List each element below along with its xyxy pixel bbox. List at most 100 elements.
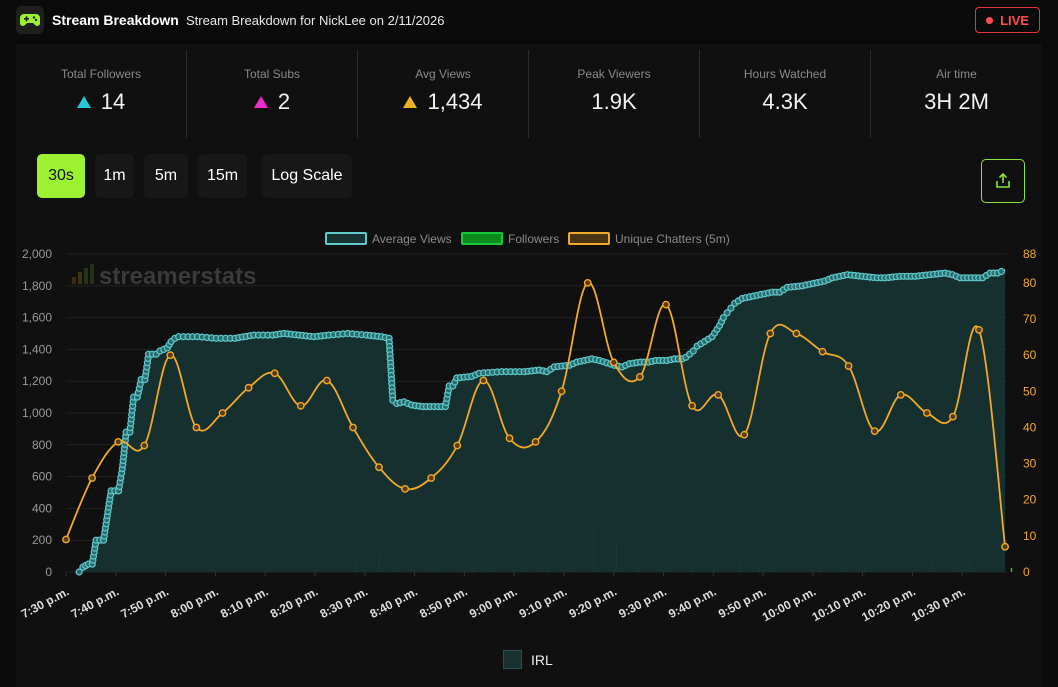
unique-chatters-point [766,329,775,338]
unique-chatters-point [609,358,618,367]
unique-chatters-point [923,409,931,417]
log-scale-button[interactable]: Log Scale [262,154,352,198]
top-bar: Stream Breakdown Stream Breakdown for Ni… [0,0,1058,40]
x-tick-label: 8:40 p.m. [367,584,420,621]
stat-value: 2 [277,89,291,114]
average-views-point [997,267,1006,276]
x-tick-label: 9:00 p.m. [467,584,520,621]
x-tick-label: 9:40 p.m. [666,584,719,621]
y-right-tick-label: 88 [1023,247,1037,261]
unique-chatters-point [792,329,801,338]
x-tick-label: 10:20 p.m. [859,584,917,622]
watermark-text: streamerstats [99,263,256,290]
unique-chatters-point [662,300,670,309]
unique-chatters-point [322,376,331,385]
stat-value: 4.3K [762,89,808,114]
stat-air-time: Air time 3H 2M [871,50,1042,138]
x-tick-label: 7:30 p.m. [19,584,72,621]
unique-chatters-series [62,279,1009,551]
stats-row: Total Followers 14 Total Subs 2 Avg View… [16,50,1042,138]
interval-1m-button[interactable]: 1m [95,154,134,198]
stat-hours-watched: Hours Watched 4.3K [700,50,871,138]
stat-avg-views: Avg Views 1,434 [358,50,529,138]
unique-chatters-point [949,412,957,421]
unique-chatters-point [505,434,514,443]
stream-chart: Average Views Followers Unique Chatters (5… [19,232,1037,622]
unique-chatters-point [62,535,70,544]
y-right-tick-label: 50 [1023,384,1037,398]
unique-chatters-point [896,390,905,399]
y-left-tick-label: 200 [32,533,52,547]
x-tick-label: 8:10 p.m. [218,584,271,621]
average-views-point [75,568,83,576]
x-tick-label: 9:30 p.m. [616,584,669,621]
stat-value: 14 [100,89,126,114]
legend-swatch [325,232,367,245]
watermark-bars-icon [72,264,94,284]
interval-30s-button[interactable]: 30s [37,154,85,198]
page-subtitle: Stream Breakdown for NickLee on 2/11/202… [186,13,445,28]
unique-chatters-point [192,423,201,432]
x-tick-label: 10:00 p.m. [760,584,818,622]
live-dot-icon [986,16,994,24]
x-tick-label: 7:50 p.m. [118,584,171,621]
interval-5m-button[interactable]: 5m [144,154,188,198]
stat-label: Avg Views [415,67,471,81]
share-icon [996,172,1010,188]
y-right-tick-label: 0 [1023,565,1030,579]
unique-chatters-point [870,427,879,436]
stat-peak-viewers: Peak Viewers 1.9K [529,50,700,138]
legend-label: Followers [508,232,559,246]
legend-swatch [461,232,503,245]
y-left-tick-label: 0 [45,565,52,579]
legend-label: Unique Chatters (5m) [615,232,730,246]
x-tick-label: 8:50 p.m. [417,584,470,621]
unique-chatters-point [296,401,305,410]
y-right-tick-label: 30 [1023,457,1037,471]
unique-chatters-point [218,409,227,417]
app-title: Stream Breakdown [52,12,179,28]
category-legend[interactable]: IRL [503,650,553,669]
x-tick-label: 8:30 p.m. [318,584,371,621]
y-right-tick-label: 40 [1023,420,1037,434]
unique-chatters-point [166,351,175,360]
stat-value: 1,434 [427,89,483,114]
unique-chatters-point [114,437,123,446]
y-left-tick-label: 2,000 [22,247,52,261]
x-tick-label: 10:10 p.m. [810,584,868,622]
x-tick-label: 8:20 p.m. [268,584,321,621]
arrow-up-icon [403,96,418,108]
stat-label: Hours Watched [743,67,827,81]
stat-value: 1.9K [591,89,637,114]
y-left-tick-label: 1,000 [22,406,52,420]
unique-chatters-point [714,390,723,399]
y-right-tick-label: 60 [1023,348,1037,362]
x-tick-label: 8:00 p.m. [168,584,221,621]
x-tick-label: 9:50 p.m. [716,584,769,621]
y-left-tick-label: 400 [32,501,52,515]
unique-chatters-point [844,362,853,370]
stat-total-followers: Total Followers 14 [16,50,187,138]
unique-chatters-point [244,383,253,392]
unique-chatters-point [427,474,436,482]
unique-chatters-point [531,437,540,446]
average-views-point [689,347,697,355]
legend-label: Average Views [372,232,452,246]
unique-chatters-point [375,463,383,472]
unique-chatters-point [583,279,592,287]
share-button[interactable] [981,159,1025,203]
x-tick-label: 9:20 p.m. [567,584,620,621]
unique-chatters-point [740,430,749,439]
interval-15m-button[interactable]: 15m [198,154,247,198]
arrow-up-icon [76,96,91,108]
unique-chatters-point [688,401,696,410]
unique-chatters-point [270,369,279,378]
unique-chatters-point [88,474,97,482]
irl-label: IRL [531,651,553,668]
average-views-series [75,267,1006,576]
legend-swatch [568,232,610,245]
y-right-tick-label: 80 [1023,276,1037,290]
y-left-tick-label: 600 [32,470,52,484]
unique-chatters-point [349,423,357,432]
y-right-tick-label: 20 [1023,493,1037,507]
